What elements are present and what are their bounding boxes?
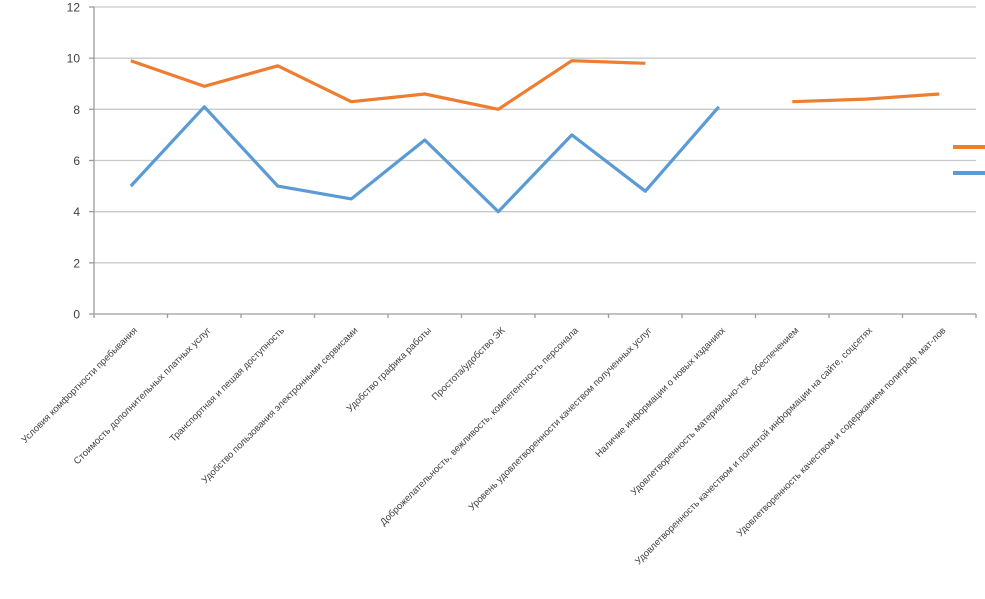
series-line-2 [129,105,721,214]
y-axis-tick-label: 0 [73,308,80,322]
x-axis-label: Удовлетворенность материально-тех. обесп… [629,325,802,498]
x-axis-label: Транспортная и пешая доступность [168,325,287,444]
y-axis-tick-label: 6 [73,154,80,168]
y-axis-tick-label: 12 [67,1,81,15]
y-axis-tick-label: 4 [73,205,80,219]
y-axis-tick-label: 8 [73,103,80,117]
series-line-1 [130,59,646,111]
series-line-1 [792,92,940,104]
x-axis-label: Наличие информации о новых изданиях [593,325,728,460]
x-axis-label: Условия комфортности пребывания [20,325,140,445]
y-axis-tick-label: 2 [73,256,80,270]
x-axis-label: Удобство пользования электронными сервис… [200,325,361,486]
x-axis-label: Удовлетворенность качеством и полнотой и… [633,325,875,567]
x-axis-label: Стоимость дополнительных платных услуг [72,325,214,467]
x-axis-label: Простота/удобство ЭК [430,325,508,403]
x-axis-label: Удобство графика работы [345,325,434,414]
y-axis-tick-label: 10 [67,52,81,66]
